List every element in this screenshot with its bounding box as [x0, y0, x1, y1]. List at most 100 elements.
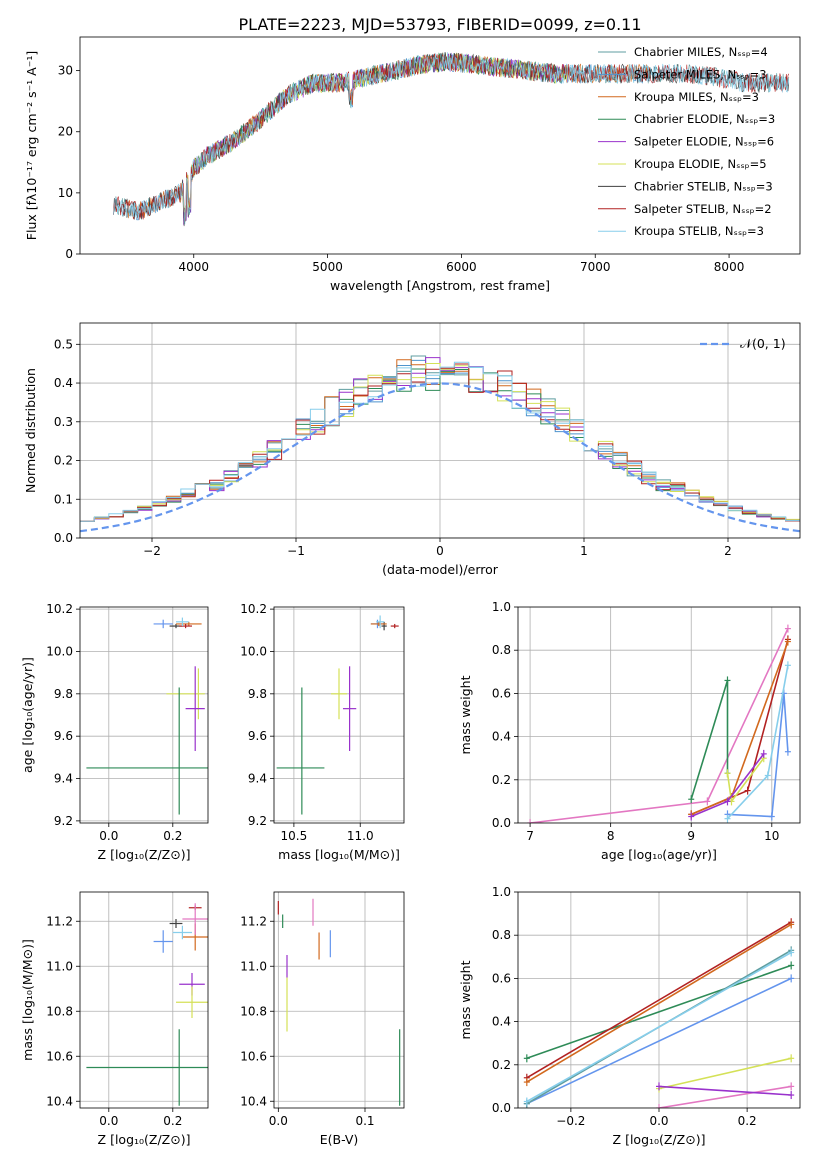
errorbar-point-3 — [179, 623, 192, 629]
weight-marker — [724, 797, 731, 806]
x-tick-label: 8000 — [714, 260, 745, 274]
y-tick-label: 11.2 — [240, 914, 267, 928]
x-tick-label: 0.0 — [99, 829, 118, 843]
errorbar-point-5 — [182, 903, 208, 935]
y-tick-label: 20 — [58, 125, 73, 139]
weight-line-1 — [690, 680, 729, 800]
weight-marker — [724, 769, 731, 778]
y-tick-label: 0.5 — [54, 337, 73, 351]
x-axis-label: age [log₁₀(age/yr)] — [601, 847, 717, 862]
weight-marker — [523, 1054, 530, 1063]
weight-marker — [656, 1082, 662, 1091]
weight-marker — [788, 974, 795, 983]
y-tick-label: 10 — [58, 186, 73, 200]
x-tick-label: 0.2 — [163, 829, 182, 843]
y-tick-label: 10.4 — [46, 1094, 73, 1108]
y-tick-label: 0.0 — [492, 1101, 511, 1115]
weight-line-6 — [526, 951, 792, 1103]
y-tick-label: 10.8 — [46, 1004, 73, 1018]
weight-line-3 — [690, 641, 789, 816]
errorbar-point-0 — [153, 619, 173, 629]
legend-entry: Salpeter ELODIE, Nₛₛₚ=6 — [634, 135, 774, 149]
errorbar-point-2 — [370, 621, 387, 627]
y-tick-label: 11.0 — [240, 959, 267, 973]
weight-marker — [760, 749, 767, 758]
panel-weight_vs_z: −0.2 0.0 0.2 0.0 0.2 0.4 0.6 0.8 1.0 Z [log₁₀(Z/Z… — [458, 885, 801, 1147]
y-tick-label: 0.2 — [492, 773, 511, 787]
x-tick-label: 7000 — [580, 260, 611, 274]
axes-frame — [273, 606, 405, 824]
x-axis-label: mass [log₁₀(M/M⊙)] — [278, 847, 400, 862]
x-tick-label: 0.0 — [649, 1114, 668, 1128]
gaussian-curve — [80, 382, 800, 533]
y-tick-label: 9.8 — [54, 687, 73, 701]
x-tick-label: 10.5 — [281, 829, 308, 843]
x-tick-label: 0.1 — [355, 1114, 374, 1128]
errorbar-point-3 — [390, 623, 399, 629]
y-tick-label: 0.6 — [492, 686, 511, 700]
weight-marker — [784, 624, 791, 633]
y-tick-label: 0.8 — [492, 928, 511, 942]
x-tick-label: 11.0 — [347, 829, 374, 843]
y-tick-label: 0.4 — [54, 376, 73, 390]
y-tick-label: 9.8 — [248, 687, 267, 701]
weight-line-4 — [727, 693, 789, 818]
weight-marker — [688, 812, 695, 821]
weight-marker — [784, 747, 791, 756]
legend-entry: Kroupa ELODIE, Nₛₛₚ=5 — [634, 157, 767, 171]
y-tick-label: 0.6 — [492, 971, 511, 985]
weight-marker — [704, 797, 711, 806]
weight-marker — [788, 961, 795, 970]
weight-marker — [788, 1082, 795, 1091]
weight-marker — [788, 1054, 795, 1063]
y-tick-label: 11.2 — [46, 914, 73, 928]
y-tick-label: 0.4 — [492, 730, 511, 744]
legend-entry: Kroupa STELIB, Nₛₛₚ=3 — [634, 224, 764, 238]
weight-line-4 — [526, 977, 792, 1105]
y-tick-label: 10.0 — [240, 644, 267, 658]
weight-marker — [788, 948, 795, 957]
errorbar-point-5 — [331, 668, 347, 720]
weight-marker — [688, 795, 695, 804]
weight-marker — [656, 1104, 662, 1108]
plot-area — [80, 892, 208, 1108]
weight-marker — [744, 786, 751, 795]
errorbar-point-4 — [172, 925, 192, 940]
y-axis-label: Flux [fλ10⁻¹⁷ erg cm⁻² s⁻¹ A⁻¹] — [24, 51, 39, 240]
y-tick-label: 10.6 — [240, 1049, 267, 1063]
weight-line-1 — [526, 964, 792, 1060]
plot-area — [274, 607, 404, 823]
weight-marker — [784, 637, 791, 646]
weight-marker — [523, 1078, 530, 1087]
y-tick-label: 0.2 — [492, 1058, 511, 1072]
spectrum-series-7 — [113, 53, 790, 222]
legend-entry: Chabrier STELIB, Nₛₛₚ=3 — [634, 179, 773, 193]
axes-frame — [517, 606, 801, 824]
weight-marker — [523, 1097, 530, 1106]
y-tick-label: 9.4 — [54, 772, 73, 786]
plot-area — [80, 607, 208, 823]
y-tick-label: 1.0 — [492, 600, 511, 614]
legend-entry: Salpeter MILES, Nₛₛₚ=3 — [634, 67, 767, 81]
x-axis-label: Z [log₁₀(Z/Z⊙)] — [613, 1132, 706, 1147]
errorbar-point-1 — [381, 621, 387, 631]
panel-mass_vs_ebv: 0.0 0.1 10.4 10.6 10.8 11.0 11.2 E(B-V) — [240, 891, 405, 1147]
x-tick-label: 9 — [687, 829, 695, 843]
y-axis-label: mass [log₁₀(M/M⊙)] — [20, 939, 35, 1061]
x-tick-label: 0 — [436, 544, 444, 558]
x-tick-label: 0.0 — [99, 1114, 118, 1128]
weight-line-2 — [690, 639, 789, 816]
weight-marker — [527, 819, 534, 823]
panel-residuals: −2 −1 0 1 2 0.0 0.1 0.2 0.3 0.4 0.5 (data-model)/er… — [23, 322, 801, 577]
y-tick-label: 10.2 — [46, 602, 73, 616]
y-tick-label: 0.4 — [492, 1015, 511, 1029]
errorbar-point-6 — [342, 666, 357, 751]
legend-entry: Chabrier ELODIE, Nₛₛₚ=3 — [634, 112, 775, 126]
y-tick-label: 0.8 — [492, 643, 511, 657]
spectrum-series-8 — [113, 52, 790, 225]
legend-entry: Kroupa MILES, Nₛₛₚ=3 — [634, 90, 759, 104]
axes-frame — [79, 606, 209, 824]
x-tick-label: 2 — [724, 544, 732, 558]
panel-age_vs_z: 0.0 0.2 9.2 9.4 9.6 9.8 10.0 10.2 Z [log₁₀(Z/Z⊙)… — [20, 602, 209, 862]
